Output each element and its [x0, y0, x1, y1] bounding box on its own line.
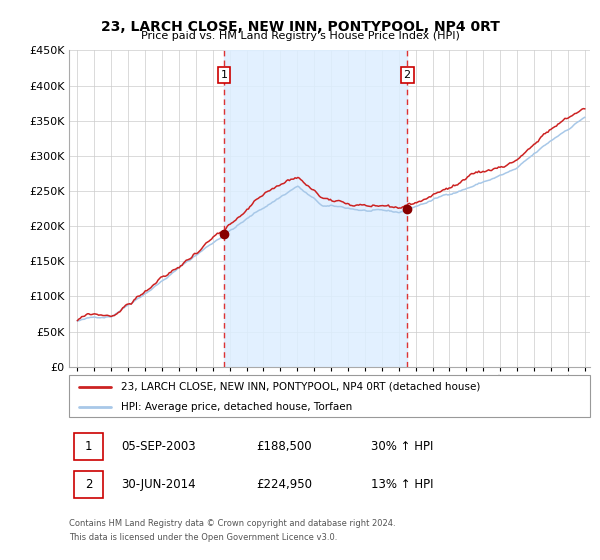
- Text: 1: 1: [221, 70, 227, 80]
- Text: Contains HM Land Registry data © Crown copyright and database right 2024.: Contains HM Land Registry data © Crown c…: [69, 519, 395, 528]
- Text: £224,950: £224,950: [256, 478, 313, 491]
- Text: 30-JUN-2014: 30-JUN-2014: [121, 478, 196, 491]
- Bar: [224, 50, 407, 367]
- Text: 30% ↑ HPI: 30% ↑ HPI: [371, 440, 433, 453]
- Text: 23, LARCH CLOSE, NEW INN, PONTYPOOL, NP4 0RT: 23, LARCH CLOSE, NEW INN, PONTYPOOL, NP4…: [101, 20, 499, 34]
- Text: 2: 2: [85, 478, 92, 491]
- Text: 13% ↑ HPI: 13% ↑ HPI: [371, 478, 434, 491]
- Text: HPI: Average price, detached house, Torfaen: HPI: Average price, detached house, Torf…: [121, 402, 352, 412]
- Text: 1: 1: [85, 440, 92, 453]
- FancyBboxPatch shape: [74, 470, 103, 498]
- Text: Price paid vs. HM Land Registry's House Price Index (HPI): Price paid vs. HM Land Registry's House …: [140, 31, 460, 41]
- Text: £188,500: £188,500: [256, 440, 312, 453]
- Text: 23, LARCH CLOSE, NEW INN, PONTYPOOL, NP4 0RT (detached house): 23, LARCH CLOSE, NEW INN, PONTYPOOL, NP4…: [121, 382, 481, 392]
- FancyBboxPatch shape: [74, 433, 103, 460]
- Text: 2: 2: [404, 70, 411, 80]
- Text: 05-SEP-2003: 05-SEP-2003: [121, 440, 196, 453]
- Text: This data is licensed under the Open Government Licence v3.0.: This data is licensed under the Open Gov…: [69, 533, 337, 542]
